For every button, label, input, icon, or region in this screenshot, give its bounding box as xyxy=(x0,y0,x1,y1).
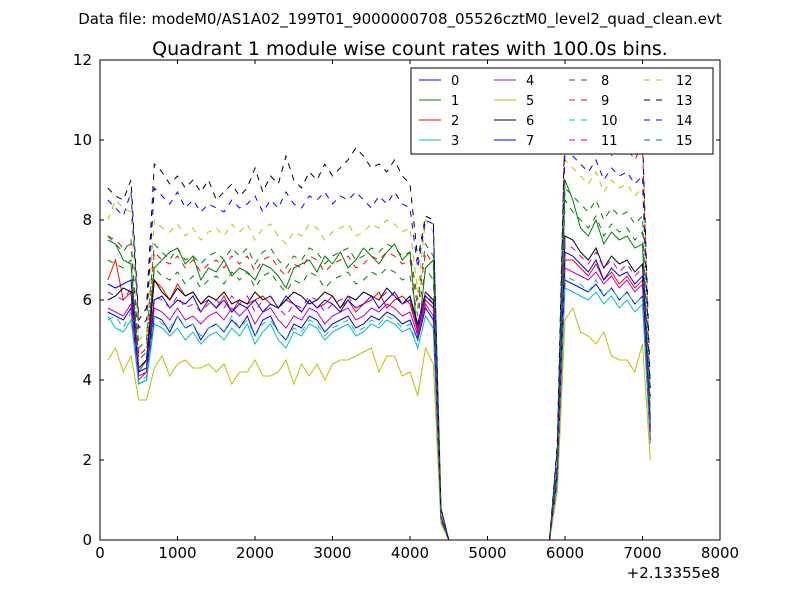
x-tick-label: 0 xyxy=(95,544,105,562)
series-line-9 xyxy=(107,98,651,540)
y-tick-label: 12 xyxy=(73,51,92,69)
series-layer xyxy=(107,98,651,540)
x-tick-label: 4000 xyxy=(391,544,429,562)
legend-label-14: 14 xyxy=(676,114,693,129)
legend-label-6: 6 xyxy=(526,114,534,129)
y-tick-label: 4 xyxy=(82,371,92,389)
y-tick-label: 10 xyxy=(73,131,92,149)
x-offset-label: +2.13355e8 xyxy=(627,564,720,582)
legend-label-10: 10 xyxy=(601,114,618,129)
x-tick-label: 1000 xyxy=(158,544,196,562)
chart-title: Quadrant 1 module wise count rates with … xyxy=(152,38,668,60)
legend-label-2: 2 xyxy=(451,114,459,129)
legend-label-3: 3 xyxy=(451,134,459,149)
legend-label-15: 15 xyxy=(676,134,693,149)
y-tick-label: 0 xyxy=(82,531,92,549)
chart-suptitle: Data file: modeM0/AS1A02_199T01_90000007… xyxy=(78,10,722,29)
legend-label-12: 12 xyxy=(676,74,693,89)
legend-label-1: 1 xyxy=(451,94,459,109)
x-tick-label: 7000 xyxy=(623,544,661,562)
x-tick-label: 3000 xyxy=(313,544,351,562)
legend-label-0: 0 xyxy=(451,74,459,89)
y-tick-label: 2 xyxy=(82,451,92,469)
series-line-4 xyxy=(107,267,651,540)
series-line-2 xyxy=(107,258,651,540)
legend-label-9: 9 xyxy=(601,94,609,109)
series-line-14 xyxy=(107,146,651,540)
legend-box xyxy=(410,67,714,155)
x-tick-label: 6000 xyxy=(546,544,584,562)
series-line-5 xyxy=(107,306,651,540)
x-tick-label: 5000 xyxy=(468,544,506,562)
legend-label-4: 4 xyxy=(526,74,534,89)
y-tick-label: 8 xyxy=(82,211,92,229)
series-line-0 xyxy=(107,279,651,540)
series-line-15 xyxy=(107,186,651,540)
legend-label-11: 11 xyxy=(601,134,618,149)
legend-label-8: 8 xyxy=(601,74,609,89)
series-line-12 xyxy=(107,158,651,540)
axes-layer: 0 1000 2000 3000 4000 5000 6000 7000 80000246810… xyxy=(73,51,739,562)
legend-label-7: 7 xyxy=(526,134,534,149)
series-line-7 xyxy=(107,251,651,540)
x-tick-label: 8000 xyxy=(701,544,739,562)
series-line-13 xyxy=(107,106,651,540)
y-tick-label: 6 xyxy=(82,291,92,309)
series-line-11 xyxy=(107,243,651,540)
series-line-10 xyxy=(107,275,651,540)
series-line-1 xyxy=(107,179,651,540)
x-tick-label: 2000 xyxy=(236,544,274,562)
series-line-8 xyxy=(107,198,651,540)
legend-label-13: 13 xyxy=(676,94,693,109)
legend-label-5: 5 xyxy=(526,94,534,109)
